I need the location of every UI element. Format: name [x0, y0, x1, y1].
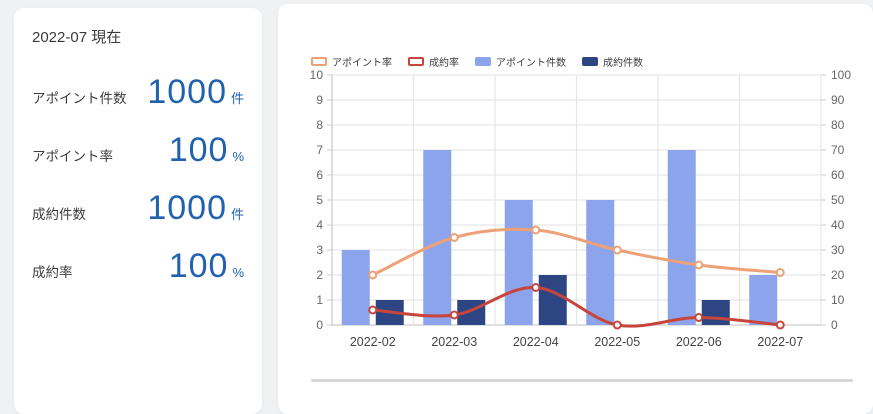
svg-text:2022-06: 2022-06	[676, 335, 722, 349]
svg-text:2022-05: 2022-05	[594, 335, 640, 349]
x-axis: 2022-02 2022-03 2022-04 2022-05 2022-06 2022-…	[350, 335, 803, 349]
data-point-marker[interactable]	[368, 305, 378, 315]
svg-text:1: 1	[316, 293, 323, 307]
data-point-marker[interactable]	[449, 233, 459, 242]
data-point-marker[interactable]	[449, 310, 459, 320]
stat-label: アポイント率	[32, 149, 113, 164]
svg-text:0: 0	[316, 318, 323, 332]
stat-unit: 件	[230, 91, 244, 106]
stat-value: 100	[168, 131, 229, 169]
bar[interactable]	[749, 275, 778, 325]
stat-value: 100	[168, 247, 229, 285]
data-point-marker[interactable]	[775, 268, 785, 277]
svg-text:20: 20	[831, 268, 845, 282]
summary-as-of: 2022-07 現在	[32, 29, 122, 46]
stat-value-wrap: 100%	[169, 131, 244, 170]
stat-value-wrap: 1000 件	[147, 189, 244, 228]
divider	[311, 379, 853, 382]
svg-text:60: 60	[831, 168, 845, 182]
data-point-marker[interactable]	[612, 320, 622, 330]
data-point-marker[interactable]	[531, 225, 541, 235]
bar[interactable]	[341, 250, 370, 325]
legend-item-contract-count[interactable]: 成約件数	[582, 54, 643, 69]
chart-card: アポイント率 成約率 アポイント件数 成約件数 0 1 2 3 4 5 6 7 8 9 10 0 10 2…	[278, 4, 873, 414]
svg-text:10: 10	[831, 293, 845, 307]
data-point-marker[interactable]	[612, 245, 622, 255]
stat-appointment-rate: アポイント率 100%	[32, 131, 244, 170]
svg-text:70: 70	[831, 143, 845, 157]
svg-text:2: 2	[316, 268, 323, 282]
bar-series-0	[341, 150, 778, 325]
gridlines	[331, 74, 822, 326]
svg-text:2022-02: 2022-02	[350, 335, 396, 349]
bar[interactable]	[538, 275, 567, 325]
svg-text:3: 3	[316, 243, 323, 257]
svg-text:9: 9	[316, 93, 323, 107]
legend-swatch-bar-icon	[582, 57, 598, 66]
stat-value-wrap: 1000 件	[147, 73, 244, 112]
bar[interactable]	[667, 150, 696, 325]
legend-item-appointment-rate[interactable]: アポイント率	[311, 54, 392, 69]
bar[interactable]	[423, 150, 452, 325]
stat-contract-rate: 成約率 100%	[32, 247, 244, 286]
svg-text:4: 4	[316, 218, 323, 232]
stat-unit: 件	[230, 207, 244, 222]
stat-value: 1000	[147, 189, 227, 227]
svg-text:90: 90	[831, 93, 845, 107]
summary-stats: アポイント件数 1000 件 アポイント率 100% 成約件数 1000 件 成約率…	[32, 73, 244, 286]
svg-text:2022-03: 2022-03	[431, 335, 477, 349]
svg-text:30: 30	[831, 243, 845, 257]
legend-label: 成約率	[429, 58, 459, 69]
legend-label: アポイント率	[332, 58, 392, 69]
data-point-marker[interactable]	[368, 270, 378, 280]
bar[interactable]	[504, 200, 533, 325]
data-point-marker[interactable]	[694, 313, 704, 322]
stat-contract-count: 成約件数 1000 件	[32, 189, 244, 228]
combo-chart: 01234567891001020304050607080901002022-0…	[310, 68, 852, 349]
stat-unit: %	[232, 265, 244, 280]
data-point-marker[interactable]	[694, 260, 704, 270]
legend-item-appointment-count[interactable]: アポイント件数	[475, 54, 566, 69]
stat-appointment-count: アポイント件数 1000 件	[32, 73, 244, 112]
svg-text:2022-04: 2022-04	[513, 335, 559, 349]
right-axis: 0 10 20 30 40 50 60 70 80 90 100	[821, 68, 851, 332]
legend-label: アポイント件数	[496, 58, 566, 69]
stat-label: アポイント件数	[32, 91, 127, 106]
left-axis: 0 1 2 3 4 5 6 7 8 9 10	[310, 68, 332, 332]
bar[interactable]	[701, 300, 730, 325]
bar[interactable]	[586, 200, 615, 325]
data-point-marker[interactable]	[775, 320, 785, 330]
svg-text:6: 6	[316, 168, 323, 182]
svg-text:40: 40	[831, 218, 845, 232]
stat-value-wrap: 100%	[169, 247, 244, 286]
legend-item-contract-rate[interactable]: 成約率	[408, 54, 459, 69]
stat-value: 1000	[147, 73, 227, 111]
summary-card: 2022-07 現在 アポイント件数 1000 件 アポイント率 100% 成約件…	[14, 8, 262, 414]
stat-unit: %	[232, 149, 244, 164]
svg-text:50: 50	[831, 193, 845, 207]
line-series-1	[368, 283, 785, 330]
legend-swatch-line-icon	[408, 57, 424, 66]
svg-text:80: 80	[831, 118, 845, 132]
svg-text:100: 100	[831, 68, 851, 82]
svg-text:5: 5	[316, 193, 323, 207]
legend-swatch-bar-icon	[475, 57, 491, 66]
svg-text:10: 10	[310, 68, 324, 82]
legend-label: 成約件数	[603, 58, 643, 69]
svg-text:0: 0	[831, 318, 838, 332]
svg-text:2022-07: 2022-07	[757, 335, 803, 349]
chart-legend: アポイント率 成約率 アポイント件数 成約件数	[311, 54, 643, 69]
data-point-marker[interactable]	[531, 283, 541, 292]
stat-label: 成約件数	[32, 207, 86, 222]
legend-swatch-line-icon	[311, 57, 327, 66]
svg-text:7: 7	[316, 143, 323, 157]
stat-label: 成約率	[32, 265, 73, 280]
svg-text:8: 8	[316, 118, 323, 132]
line-series-0	[368, 225, 785, 280]
